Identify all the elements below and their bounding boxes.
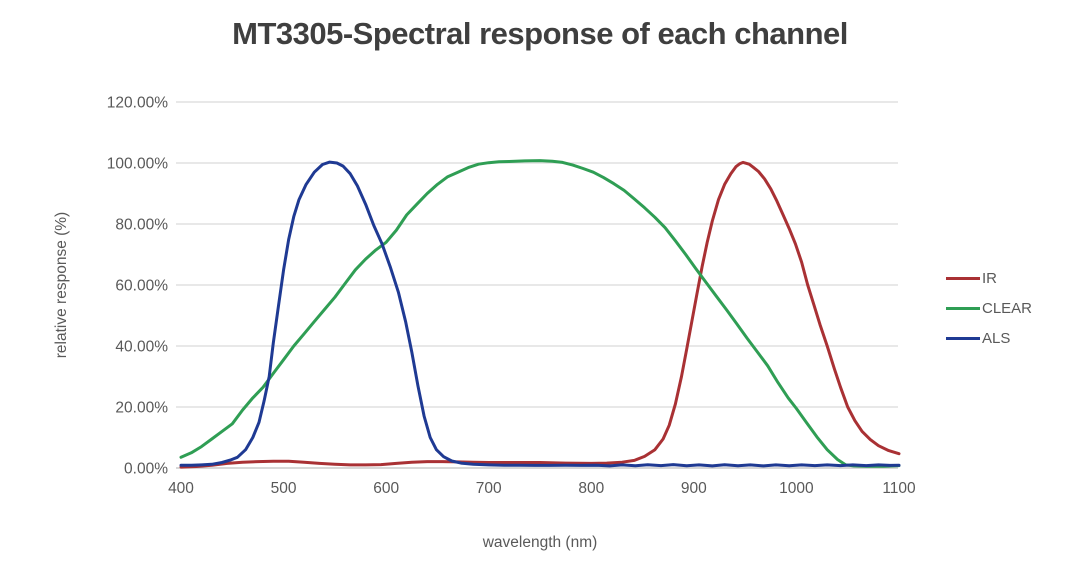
legend-item-ir: IR [946,270,1032,287]
y-tick-label: 20.00% [115,400,168,417]
y-tick-label: 80.00% [115,217,168,234]
series-line-clear [179,159,901,468]
series-line-ir [179,160,901,469]
y-tick-label: 100.00% [107,156,168,173]
x-tick-label: 400 [168,480,194,497]
x-tick-label: 500 [271,480,297,497]
y-tick-label: 40.00% [115,339,168,356]
legend-label-ir: IR [982,270,997,287]
legend-item-clear: CLEAR [946,300,1032,317]
chart-title: MT3305-Spectral response of each channel [232,16,848,51]
x-tick-label: 700 [476,480,502,497]
legend-item-als: ALS [946,330,1032,347]
y-tick-label: 0.00% [124,461,168,478]
series-line-als [179,160,901,468]
clear-line-swatch-icon [946,307,980,310]
legend-label-clear: CLEAR [982,300,1033,317]
legend-label-als: ALS [982,330,1011,347]
x-tick-label: 600 [373,480,399,497]
x-tick-label: 1100 [882,480,916,497]
legend: IR CLEAR ALS [946,270,1032,347]
x-tick-label: 800 [578,480,604,497]
x-tick-label: 1000 [779,480,814,497]
y-tick-label: 120.00% [107,95,168,112]
x-axis-title: wavelength (nm) [482,534,598,551]
x-tick-label: 900 [681,480,707,497]
als-line-swatch-icon [946,337,980,340]
y-axis-title: relative response (%) [53,211,70,359]
y-tick-label: 60.00% [115,278,168,295]
ir-line-swatch-icon [946,277,980,280]
